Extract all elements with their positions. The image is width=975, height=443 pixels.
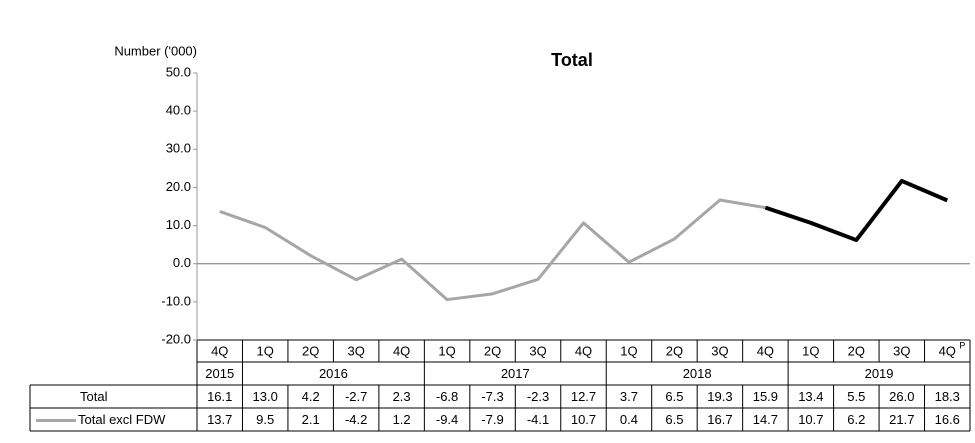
x-tick-label: 4Q	[939, 343, 956, 358]
chart-title: Total	[551, 50, 593, 70]
y-tick-label: 10.0	[166, 217, 191, 232]
y-tick-label: 50.0	[166, 64, 191, 79]
table-value: -4.2	[345, 412, 367, 427]
table-value: 2.1	[302, 412, 320, 427]
table-value: 6.5	[665, 412, 683, 427]
table-value: 18.3	[935, 389, 960, 404]
y-tick-label: -10.0	[161, 293, 191, 308]
x-tick-label: 2Q	[848, 343, 865, 358]
table-value: 16.6	[935, 412, 960, 427]
x-tick-label: 4Q	[211, 343, 228, 358]
table-value: 4.2	[302, 389, 320, 404]
series-line	[764, 178, 949, 243]
table-value: 13.7	[207, 412, 232, 427]
table-value: 26.0	[889, 389, 914, 404]
y-tick-label: 40.0	[166, 103, 191, 118]
x-tick-label: 2Q	[484, 343, 501, 358]
table-value: -4.1	[527, 412, 549, 427]
x-tick-label: 3Q	[529, 343, 546, 358]
x-tick-label: 4Q	[393, 343, 410, 358]
table-value: -2.7	[345, 389, 367, 404]
year-label: 2016	[319, 366, 348, 381]
x-tick-label: 2Q	[666, 343, 683, 358]
x-tick-label: 1Q	[620, 343, 637, 358]
table-value: 6.2	[847, 412, 865, 427]
x-tick-label: 1Q	[438, 343, 455, 358]
table-value: 21.7	[889, 412, 914, 427]
x-tick-label: 1Q	[257, 343, 274, 358]
table-value: 16.7	[707, 412, 732, 427]
table-value: 14.7	[753, 412, 778, 427]
table-value: 6.5	[665, 389, 683, 404]
category-note: P	[959, 340, 965, 350]
legend-label: Total excl FDW	[78, 412, 166, 427]
table-value: -2.3	[527, 389, 549, 404]
table-value: 16.1	[207, 389, 232, 404]
table-value: 12.7	[571, 389, 596, 404]
table-value: -7.9	[481, 412, 503, 427]
table-value: 1.2	[393, 412, 411, 427]
year-label: 2019	[865, 366, 894, 381]
year-label: 2017	[501, 366, 530, 381]
table-value: -9.4	[436, 412, 458, 427]
table-value: 2.3	[393, 389, 411, 404]
x-tick-label: 3Q	[711, 343, 728, 358]
table-value: 9.5	[256, 412, 274, 427]
table-value: 10.7	[798, 412, 823, 427]
y-tick-label: 30.0	[166, 141, 191, 156]
y-tick-label: 20.0	[166, 179, 191, 194]
table-value: 10.7	[571, 412, 596, 427]
table-value: 15.9	[753, 389, 778, 404]
x-tick-label: 3Q	[347, 343, 364, 358]
table-value: 5.5	[847, 389, 865, 404]
table-value: 13.0	[253, 389, 278, 404]
year-label: 2018	[683, 366, 712, 381]
series-line	[219, 198, 766, 302]
x-tick-label: 1Q	[802, 343, 819, 358]
x-tick-label: 3Q	[893, 343, 910, 358]
table-value: -7.3	[481, 389, 503, 404]
table-value: 3.7	[620, 389, 638, 404]
x-tick-label: 4Q	[757, 343, 774, 358]
x-tick-label: 4Q	[575, 343, 592, 358]
x-tick-label: 2Q	[302, 343, 319, 358]
row-label: Total	[80, 389, 108, 404]
table-value: 13.4	[798, 389, 823, 404]
year-label: 2015	[205, 366, 234, 381]
y-axis-label: Number ('000)	[114, 43, 197, 58]
y-tick-label: -20.0	[161, 331, 191, 346]
table-value: -6.8	[436, 389, 458, 404]
y-tick-label: 0.0	[173, 255, 191, 270]
table-value: 0.4	[620, 412, 638, 427]
table-value: 19.3	[707, 389, 732, 404]
